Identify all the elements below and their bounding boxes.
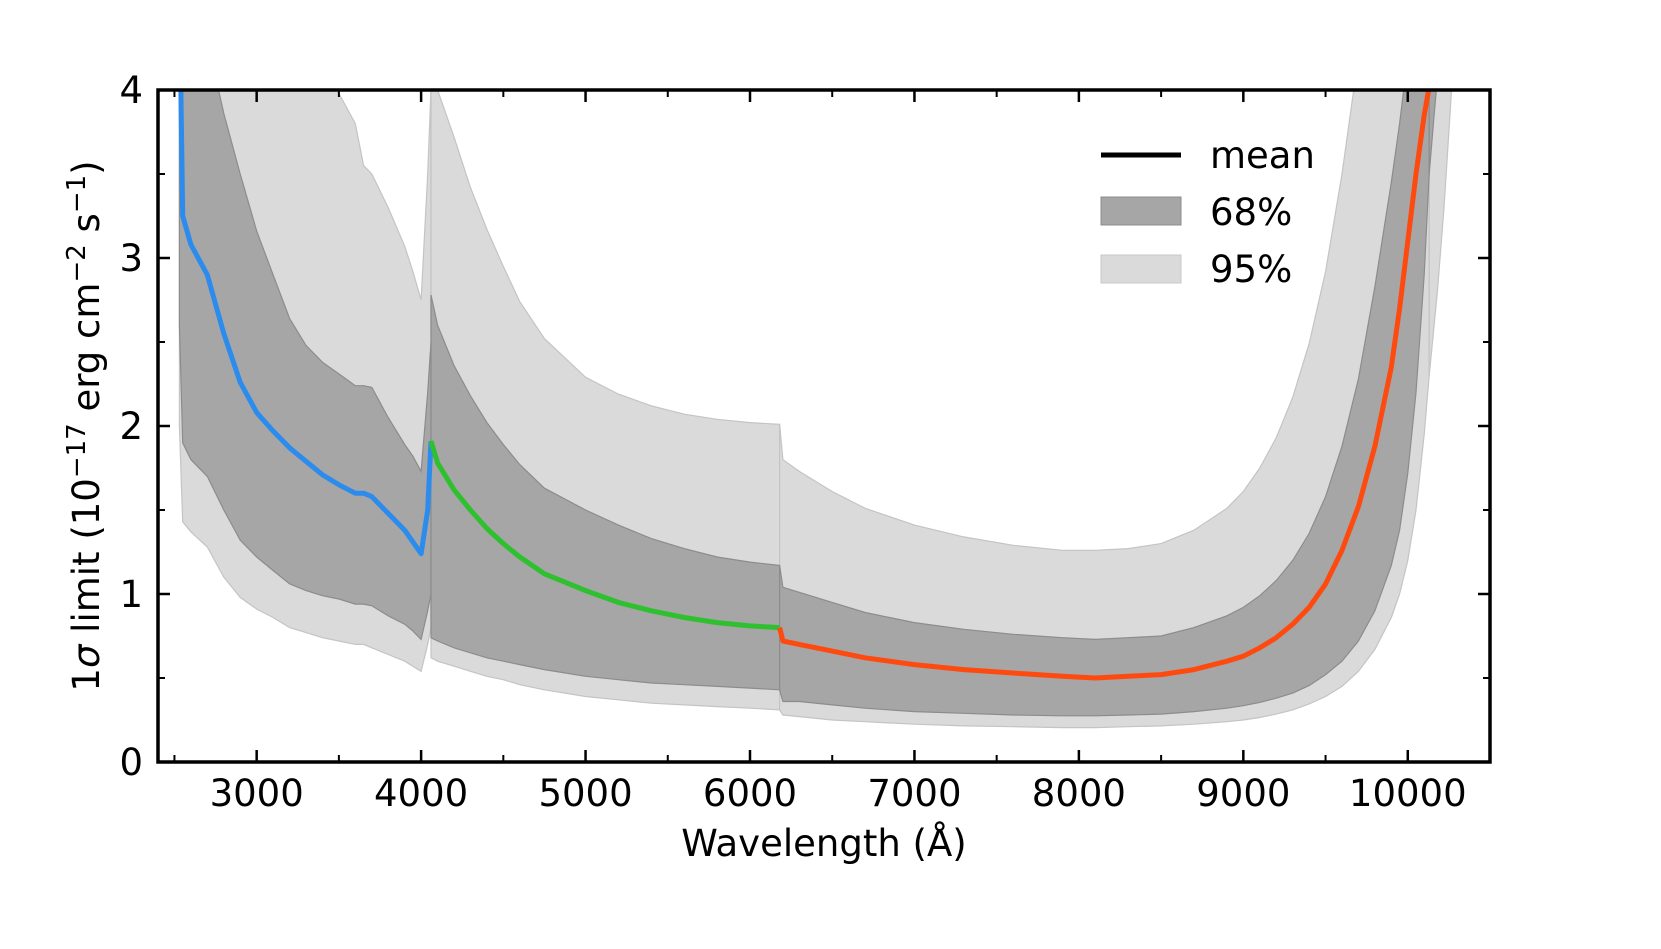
y-axis-label: 1σ limit (10−17 erg cm−2 s−1) xyxy=(62,160,108,691)
legend-label-95: 95% xyxy=(1210,248,1292,291)
y-label-s: s xyxy=(65,213,108,244)
x-tick-label-5000: 5000 xyxy=(538,772,632,815)
y-label-close: ) xyxy=(65,160,108,174)
x-tick-label-8000: 8000 xyxy=(1032,772,1126,815)
y-label-exp3: −1 xyxy=(62,175,92,213)
y-tick-label-1: 1 xyxy=(119,573,143,616)
y-label-erg-cm: erg cm xyxy=(65,283,108,424)
mean-lines-group xyxy=(178,90,1432,681)
x-axis-label: Wavelength (Å) xyxy=(681,821,966,865)
x-tick-label-9000: 9000 xyxy=(1196,772,1290,815)
axis-ticks-group: 3000 4000 5000 6000 7000 8000 9000 10000 0 1 2 3 4 xyxy=(119,69,1490,815)
legend-label-68: 68% xyxy=(1210,191,1292,234)
y-label-prefix: 1 xyxy=(65,668,108,692)
mean-line-segment-1 xyxy=(428,440,780,631)
legend: mean 68% 95% xyxy=(1100,134,1315,291)
mean-line-segment-2 xyxy=(777,90,1432,681)
y-label-exp1: −17 xyxy=(62,423,92,478)
legend-swatch-68 xyxy=(1100,196,1182,226)
legend-swatch-95 xyxy=(1100,254,1182,284)
band-95-tail xyxy=(1428,90,1453,376)
band-68-tail xyxy=(1428,90,1437,175)
x-tick-label-6000: 6000 xyxy=(703,772,797,815)
y-tick-label-0: 0 xyxy=(119,741,143,784)
x-tick-label-7000: 7000 xyxy=(867,772,961,815)
y-label-limit: limit (10 xyxy=(65,478,108,644)
legend-label-mean: mean xyxy=(1210,134,1315,177)
y-tick-label-4: 4 xyxy=(119,69,143,112)
y-tick-label-2: 2 xyxy=(119,405,143,448)
x-tick-label-4000: 4000 xyxy=(374,772,468,815)
y-label-exp2: −2 xyxy=(62,244,92,282)
mean-line-segment-0 xyxy=(178,90,434,557)
y-label-sigma: σ xyxy=(65,643,108,668)
x-tick-label-3000: 3000 xyxy=(210,772,304,815)
x-tick-label-10000: 10000 xyxy=(1349,772,1467,815)
y-tick-label-3: 3 xyxy=(119,237,143,280)
